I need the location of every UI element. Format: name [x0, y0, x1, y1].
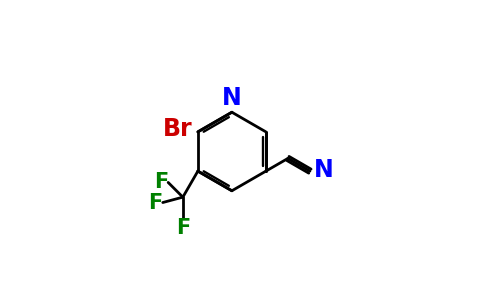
Text: N: N — [314, 158, 334, 182]
Text: N: N — [222, 86, 242, 110]
Text: F: F — [149, 193, 163, 212]
Text: Br: Br — [163, 117, 193, 141]
Text: F: F — [154, 172, 168, 192]
Text: F: F — [176, 218, 190, 238]
